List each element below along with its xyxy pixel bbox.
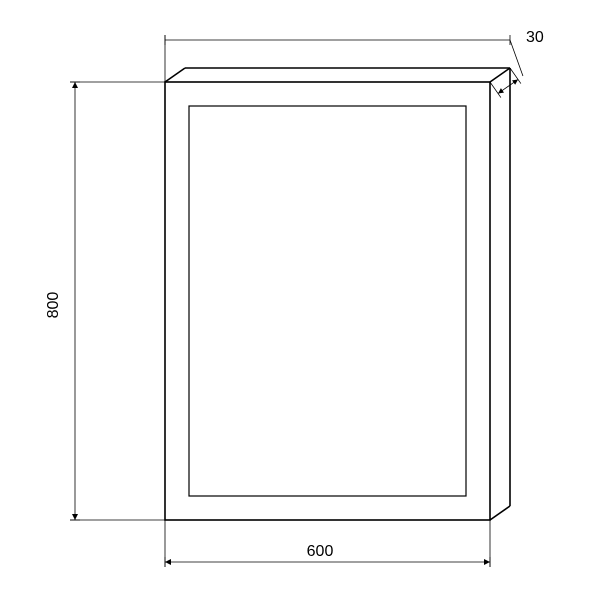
dimension-height-label: 800 xyxy=(45,292,62,319)
dimension-depth: 30 xyxy=(490,29,544,98)
front-face-inner xyxy=(189,106,466,496)
front-face-outer xyxy=(165,82,490,520)
technical-drawing: 800 600 30 xyxy=(0,0,600,600)
dimension-height: 800 xyxy=(45,82,165,520)
top-extension xyxy=(165,35,510,82)
dimension-width-label: 600 xyxy=(307,543,334,560)
dimension-width: 600 xyxy=(165,520,490,567)
right-face xyxy=(490,68,510,520)
dimension-depth-label: 30 xyxy=(526,29,544,46)
top-face xyxy=(165,68,510,82)
